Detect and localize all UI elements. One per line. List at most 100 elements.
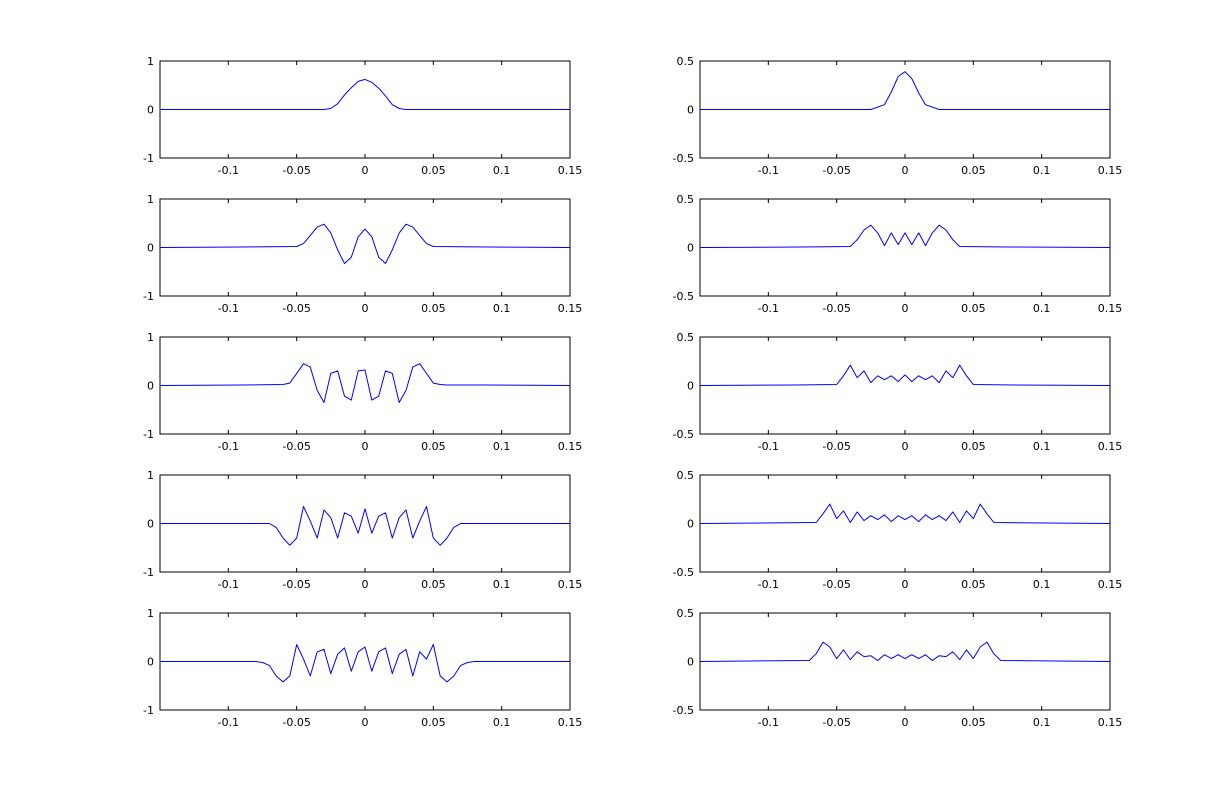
x-tick-label: -0.05 (822, 440, 850, 453)
y-tick-label: -0.5 (673, 566, 694, 579)
y-tick-label: 0 (147, 518, 154, 531)
x-tick-label: -0.1 (758, 716, 779, 729)
y-tick-label: 0.5 (677, 607, 695, 620)
x-tick-label: 0.05 (961, 302, 986, 315)
x-tick-label: -0.1 (758, 164, 779, 177)
x-tick-label: 0 (902, 164, 909, 177)
x-tick-label: -0.1 (218, 578, 239, 591)
x-tick-label: 0.05 (421, 440, 446, 453)
x-tick-label: -0.05 (282, 716, 310, 729)
y-tick-label: 1 (147, 607, 154, 620)
y-tick-label: 0 (147, 242, 154, 255)
x-tick-label: 0.15 (1098, 716, 1123, 729)
x-tick-label: 0.15 (1098, 440, 1123, 453)
subplot-8: -0.1 -0.05 0 0.05 0.1 0.15 0.5 0 -0.5 (673, 469, 1123, 591)
y-tick-label: -0.5 (673, 428, 694, 441)
x-tick-label: 0.15 (1098, 164, 1123, 177)
x-tick-label: 0.1 (1033, 302, 1051, 315)
x-tick-label: -0.05 (282, 164, 310, 177)
x-tick-label: 0.15 (558, 716, 583, 729)
y-tick-label: 1 (147, 331, 154, 344)
y-tick-label: -0.5 (673, 290, 694, 303)
y-tick-label: 0 (687, 104, 694, 117)
x-tick-label: -0.05 (822, 716, 850, 729)
series-line (699, 364, 1111, 386)
x-tick-label: -0.1 (758, 302, 779, 315)
x-tick-label: -0.1 (758, 578, 779, 591)
x-tick-label: 0.1 (1033, 578, 1051, 591)
x-tick-label: 0.1 (1033, 164, 1051, 177)
x-tick-label: 0.15 (558, 302, 583, 315)
x-tick-label: 0.05 (961, 164, 986, 177)
series-line (699, 641, 1111, 662)
x-tick-label: 0.15 (1098, 578, 1123, 591)
y-tick-label: 1 (147, 193, 154, 206)
subplot-6: -0.1 -0.05 0 0.05 0.1 0.15 0.5 0 -0.5 (673, 331, 1123, 453)
x-tick-label: -0.05 (282, 440, 310, 453)
x-tick-label: 0 (362, 440, 369, 453)
y-tick-label: 1 (147, 55, 154, 68)
subplot-7: -0.1 -0.05 0 0.05 0.1 0.15 1 0 -1 (143, 469, 582, 591)
x-tick-label: 0.1 (493, 578, 511, 591)
y-tick-label: -1 (143, 566, 154, 579)
x-tick-label: 0 (362, 302, 369, 315)
x-tick-label: -0.05 (822, 302, 850, 315)
subplot-1: -0.1 -0.05 0 0.05 0.1 0.15 1 0 -1 (143, 55, 582, 177)
x-tick-label: -0.1 (218, 302, 239, 315)
x-tick-label: 0.05 (421, 302, 446, 315)
subplot-5: -0.1 -0.05 0 0.05 0.1 0.15 1 0 -1 (143, 331, 582, 453)
y-tick-label: 0.5 (677, 331, 695, 344)
y-tick-label: -1 (143, 704, 154, 717)
x-tick-label: 0.1 (493, 440, 511, 453)
axes-frame (699, 474, 1111, 573)
x-tick-label: -0.05 (822, 578, 850, 591)
x-tick-label: 0 (362, 578, 369, 591)
y-tick-label: -0.5 (673, 152, 694, 165)
y-tick-label: 0 (147, 380, 154, 393)
x-tick-label: 0.15 (558, 440, 583, 453)
x-tick-label: 0.15 (1098, 302, 1123, 315)
x-tick-label: 0.05 (421, 716, 446, 729)
y-tick-label: -1 (143, 152, 154, 165)
y-tick-label: 0 (687, 518, 694, 531)
x-tick-label: 0 (362, 164, 369, 177)
series-line (160, 78, 570, 110)
series-line (699, 503, 1111, 524)
series-line (699, 224, 1111, 248)
x-tick-label: 0.1 (493, 302, 511, 315)
x-tick-label: 0 (902, 440, 909, 453)
x-tick-label: 0.05 (961, 578, 986, 591)
series-line (160, 506, 570, 546)
y-tick-label: 0 (687, 380, 694, 393)
y-tick-label: -0.5 (673, 704, 694, 717)
x-tick-label: 0.05 (421, 164, 446, 177)
x-tick-label: 0.15 (558, 164, 583, 177)
subplot-4: -0.1 -0.05 0 0.05 0.1 0.15 0.5 0 -0.5 (673, 193, 1123, 315)
x-tick-label: 0.1 (493, 164, 511, 177)
x-tick-label: 0 (902, 578, 909, 591)
x-tick-label: -0.1 (218, 716, 239, 729)
x-tick-label: -0.05 (822, 164, 850, 177)
y-tick-label: -1 (143, 290, 154, 303)
x-tick-label: -0.1 (218, 440, 239, 453)
x-tick-label: -0.05 (282, 302, 310, 315)
y-tick-label: 0 (147, 104, 154, 117)
series-line (160, 644, 570, 683)
y-tick-label: 0 (147, 656, 154, 669)
x-tick-label: 0 (902, 716, 909, 729)
x-tick-label: -0.1 (758, 440, 779, 453)
x-tick-label: 0.1 (1033, 440, 1051, 453)
x-tick-label: 0.05 (421, 578, 446, 591)
x-tick-label: 0.1 (493, 716, 511, 729)
y-tick-label: 0.5 (677, 193, 695, 206)
x-tick-label: 0 (902, 302, 909, 315)
y-tick-label: 1 (147, 469, 154, 482)
series-line (700, 71, 1110, 110)
series-line (159, 363, 571, 403)
x-tick-label: 0.05 (961, 716, 986, 729)
x-tick-label: 0 (362, 716, 369, 729)
subplot-10: -0.1 -0.05 0 0.05 0.1 0.15 0.5 0 -0.5 (673, 607, 1123, 729)
x-tick-label: 0.15 (558, 578, 583, 591)
series-line (159, 223, 571, 264)
